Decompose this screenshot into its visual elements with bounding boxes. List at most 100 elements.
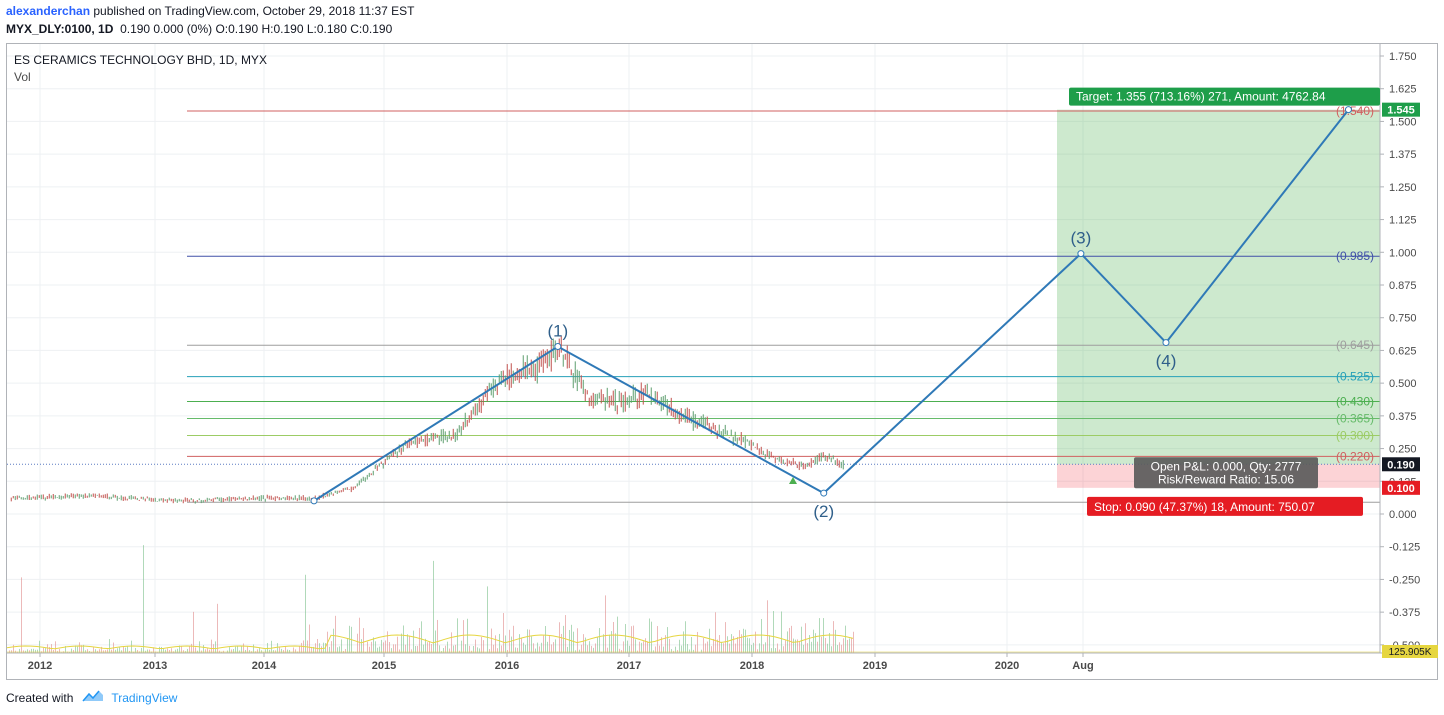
volume-bar [665,635,666,653]
volume-bar [463,620,464,653]
volume-bar [651,621,652,653]
volume-bar [119,646,120,653]
volume-bar [749,638,750,653]
x-tick-label: 2017 [617,660,641,672]
volume-legend-label: Vol [14,70,31,84]
volume-bar [405,644,406,653]
volume-bar [411,649,412,653]
axes: 1.750 1.625 1.500 1.375 1.250 1.125 1.000 0.875… [7,44,1437,672]
volume-bar [589,641,590,653]
target-label-box [1069,87,1380,106]
volume-bar [501,645,502,653]
volume-bar [545,626,546,653]
tradingview-logo-icon [81,689,105,706]
volume-bar [475,639,476,653]
volume-bar [335,615,336,653]
volume-bar [319,643,320,653]
volume-bar [383,642,384,653]
y-tick-label: -0.250 [1389,574,1420,586]
volume-bar [573,631,574,653]
y-tick-label: 0.250 [1389,444,1417,456]
volume-bar [839,642,840,653]
volume-bar [211,639,212,653]
volume-bar [745,629,746,653]
volume-bar [561,633,562,653]
volume-bar [717,639,718,653]
volume-bar [607,647,608,653]
volume-bar [675,646,676,653]
volume-bar [769,635,770,653]
x-tick-label: 2014 [252,660,277,672]
volume-bar [761,618,762,653]
volume-bar [597,636,598,653]
volume-bar [521,637,522,653]
volume-bar [333,628,334,653]
volume-bar [807,643,808,653]
chart-title: ES CERAMICS TECHNOLOGY BHD, 1D, MYX [14,53,267,67]
y-tick-label: -0.125 [1389,542,1420,554]
volume-bar [313,646,314,653]
footer: Created with TradingView [6,689,177,706]
level-label: (1.540) [1336,104,1374,118]
volume-bar [517,647,518,653]
volume-bar [771,648,772,653]
volume-bar [367,641,368,653]
volume-bar [329,646,330,653]
volume-bar [701,649,702,653]
volume-bar [747,637,748,653]
volume-bar [603,634,604,653]
volume-bar [35,649,36,653]
volume-bar [663,646,664,653]
volume-bar [247,646,248,653]
position-zones [1057,109,1380,488]
volume-bar [797,639,798,653]
volume-bar [801,626,802,653]
volume-bar [153,647,154,653]
level-label: (0.365) [1336,411,1374,425]
volume-bar [427,642,428,653]
volume-bar [49,646,50,653]
volume-bar [13,644,14,653]
volume-bar [469,645,470,653]
volume-bar [149,649,150,653]
volume-bar [775,648,776,653]
volume-bar [467,618,468,653]
volume-bar [715,612,716,653]
volume-bar [825,637,826,653]
volume-bar [79,642,80,653]
pnl-info-line2: Risk/Reward Ratio: 15.06 [1158,472,1294,486]
volume-bar [549,635,550,653]
volume-bar [599,628,600,653]
volume-bar [683,631,684,653]
volume-bar [465,644,466,653]
wave-point [310,497,318,505]
volume-bar [371,641,372,653]
volume-bar [287,649,288,653]
volume-bar [429,641,430,653]
volume-bar [389,642,390,653]
entry-arrow-icon [789,476,797,484]
volume-bar [409,635,410,653]
y-tick-label: 1.625 [1389,84,1417,96]
volume-bar [309,624,310,653]
price-tag-label: 1.545 [1387,105,1415,117]
volume-bar [539,646,540,653]
price-candles [10,336,844,504]
volume-bar [229,647,230,653]
volume-bar [681,645,682,653]
volume-bar [493,644,494,653]
volume-bar [357,633,358,653]
author-link[interactable]: alexanderchan [6,4,91,18]
volume-bar [567,646,568,653]
volume-bar [233,648,234,653]
volume-bar [783,646,784,653]
wave-label: (3) [1070,229,1091,248]
volume-bar [341,639,342,653]
volume-bar [847,639,848,653]
tradingview-brand[interactable]: TradingView [111,690,178,705]
volume-bar [339,646,340,653]
volume-bar [757,649,758,653]
volume-bar [277,643,278,653]
volume-bar [669,638,670,653]
